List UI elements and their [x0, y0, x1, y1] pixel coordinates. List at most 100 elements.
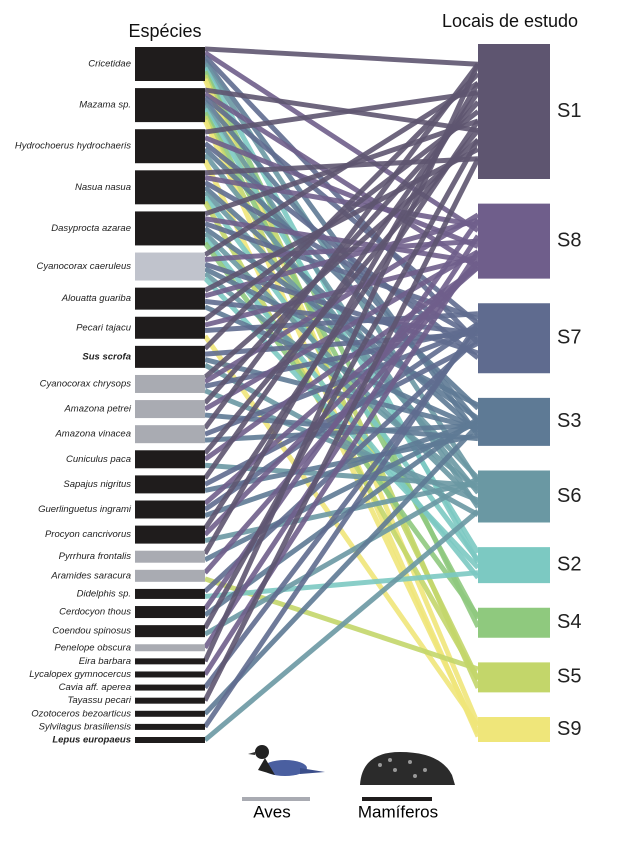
link	[202, 322, 481, 729]
site-box	[478, 662, 550, 693]
species-box	[135, 88, 205, 123]
link	[203, 137, 480, 380]
link	[203, 128, 480, 455]
link	[203, 100, 480, 405]
species-box	[135, 425, 205, 444]
links	[202, 46, 481, 742]
link	[203, 249, 480, 412]
species-label: Aramides saracura	[50, 570, 131, 581]
link	[203, 423, 480, 716]
species-box	[135, 737, 205, 743]
site-label: S5	[557, 666, 581, 688]
species-box	[135, 47, 205, 81]
site-box	[478, 607, 550, 638]
site-label: S2	[557, 553, 581, 575]
link	[202, 250, 481, 676]
species-label: Hydrochoerus hydrochaeris	[15, 141, 131, 152]
species-box	[135, 500, 205, 519]
species-label: Pyrrhura frontalis	[59, 551, 132, 562]
species-label: Amazona petrei	[63, 404, 131, 415]
species-label: Eira barbara	[79, 656, 131, 667]
link	[204, 135, 479, 249]
species-label: Cerdocyon thous	[59, 607, 131, 618]
species-box	[135, 475, 205, 494]
species-label: Mazama sp.	[79, 100, 131, 111]
species-label: Didelphis sp.	[77, 588, 131, 599]
link	[204, 570, 479, 599]
link	[204, 419, 479, 518]
species-label: Nasua nasua	[75, 182, 131, 193]
legend-birds: Aves	[253, 802, 291, 821]
species-box	[135, 316, 205, 339]
species-label: Sus scrofa	[82, 351, 131, 362]
species-box	[135, 345, 205, 368]
site-box	[478, 203, 550, 279]
bird-bar	[242, 797, 310, 801]
link	[203, 71, 480, 351]
species-box	[135, 211, 205, 246]
species-label: Sylvilagus brasiliensis	[39, 721, 132, 732]
link	[203, 509, 480, 742]
species-label: Cricetidae	[88, 59, 131, 70]
species-box	[135, 606, 205, 619]
site-box	[478, 303, 550, 374]
link	[203, 81, 480, 257]
species-box	[135, 400, 205, 419]
species-label: Amazona vinacea	[54, 429, 131, 440]
site-label: S8	[557, 229, 581, 251]
species-label: Ozotoceros bezoarticus	[31, 708, 131, 719]
species-label: Lepus europaeus	[52, 735, 131, 746]
bird-icon	[248, 745, 325, 776]
site-box	[478, 547, 550, 584]
site-label: S3	[557, 410, 581, 432]
link	[204, 46, 479, 67]
species-box	[135, 129, 205, 164]
species-box	[135, 723, 205, 730]
site-box	[478, 397, 550, 446]
link	[203, 50, 480, 233]
mammal-icon	[360, 752, 455, 785]
link	[203, 109, 480, 322]
species-label: Cuniculus paca	[66, 454, 131, 465]
species-box	[135, 697, 205, 704]
link	[202, 63, 481, 663]
species-box	[135, 525, 205, 544]
site-box	[478, 717, 550, 742]
species-box	[135, 644, 205, 652]
species-box	[135, 450, 205, 469]
legend-mammals: Mamíferos	[358, 802, 438, 821]
link	[202, 157, 481, 702]
site-box	[478, 44, 550, 179]
link	[204, 462, 479, 489]
left-title: Espécies	[128, 21, 201, 41]
link	[203, 91, 480, 270]
species-box	[135, 684, 205, 691]
link	[202, 119, 481, 530]
species-box	[135, 658, 205, 665]
species-label: Penelope obscura	[54, 642, 131, 653]
species-label: Lycalopex gymnocercus	[29, 669, 131, 680]
species-box	[135, 374, 205, 393]
species-box	[135, 569, 205, 582]
species-box	[135, 625, 205, 638]
species-label: Alouatta guariba	[61, 293, 131, 304]
species-box	[135, 550, 205, 563]
species-label: Pecari tajacu	[76, 322, 132, 333]
site-label: S1	[557, 100, 581, 122]
site-label: S9	[557, 718, 581, 740]
mammal-bar	[362, 797, 432, 801]
species-box	[135, 170, 205, 205]
species-label: Guerlinguetus ingrami	[38, 504, 132, 515]
site-label: S6	[557, 485, 581, 507]
species-label: Coendou spinosus	[52, 626, 131, 637]
species-label: Sapajus nigritus	[63, 479, 131, 490]
link	[203, 419, 480, 562]
link	[202, 138, 481, 630]
nodes: Cricetidae Mazama sp. Hydrochoerus hydroch…	[15, 44, 581, 746]
species-box	[135, 710, 205, 717]
species-box	[135, 671, 205, 678]
species-label: Cavia aff. aperea	[59, 682, 131, 693]
species-label: Procyon cancrivorus	[45, 529, 131, 540]
link	[203, 147, 480, 293]
species-label: Dasyprocta azarae	[51, 223, 131, 234]
